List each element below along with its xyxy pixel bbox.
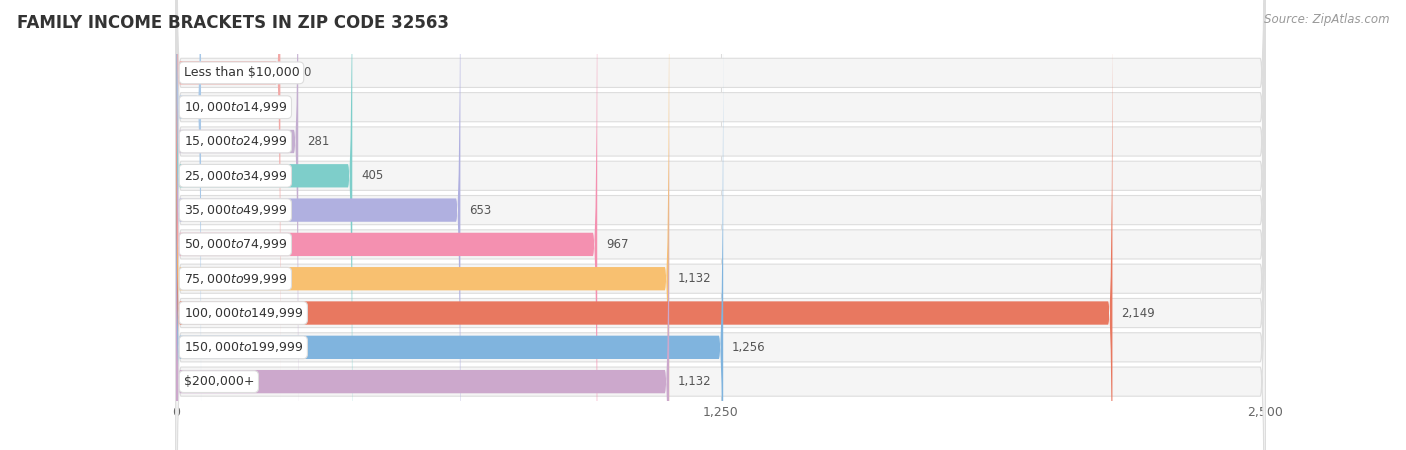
FancyBboxPatch shape <box>176 0 1112 450</box>
Text: 281: 281 <box>307 135 329 148</box>
Text: FAMILY INCOME BRACKETS IN ZIP CODE 32563: FAMILY INCOME BRACKETS IN ZIP CODE 32563 <box>17 14 449 32</box>
Text: $200,000+: $200,000+ <box>184 375 254 388</box>
FancyBboxPatch shape <box>176 0 669 450</box>
Text: Source: ZipAtlas.com: Source: ZipAtlas.com <box>1264 14 1389 27</box>
Text: $150,000 to $199,999: $150,000 to $199,999 <box>184 340 304 354</box>
FancyBboxPatch shape <box>176 0 280 404</box>
FancyBboxPatch shape <box>176 0 1265 450</box>
Text: $35,000 to $49,999: $35,000 to $49,999 <box>184 203 287 217</box>
Text: 1,256: 1,256 <box>733 341 765 354</box>
Text: 240: 240 <box>290 66 312 79</box>
FancyBboxPatch shape <box>176 50 669 450</box>
Text: 1,132: 1,132 <box>678 375 711 388</box>
Text: $100,000 to $149,999: $100,000 to $149,999 <box>184 306 304 320</box>
Text: $25,000 to $34,999: $25,000 to $34,999 <box>184 169 287 183</box>
FancyBboxPatch shape <box>176 0 1265 450</box>
FancyBboxPatch shape <box>176 0 1265 450</box>
Text: Less than $10,000: Less than $10,000 <box>184 66 299 79</box>
Text: $50,000 to $74,999: $50,000 to $74,999 <box>184 238 287 252</box>
Text: 58: 58 <box>209 101 225 114</box>
FancyBboxPatch shape <box>176 0 298 450</box>
Text: 967: 967 <box>606 238 628 251</box>
FancyBboxPatch shape <box>176 0 1265 450</box>
Text: $10,000 to $14,999: $10,000 to $14,999 <box>184 100 287 114</box>
FancyBboxPatch shape <box>176 0 598 450</box>
FancyBboxPatch shape <box>176 0 1265 450</box>
FancyBboxPatch shape <box>176 16 723 450</box>
Text: 1,132: 1,132 <box>678 272 711 285</box>
FancyBboxPatch shape <box>176 0 201 439</box>
FancyBboxPatch shape <box>176 0 1265 450</box>
FancyBboxPatch shape <box>176 0 1265 450</box>
Text: 405: 405 <box>361 169 384 182</box>
FancyBboxPatch shape <box>176 0 1265 450</box>
Text: 2,149: 2,149 <box>1121 306 1154 320</box>
Text: 653: 653 <box>470 203 491 216</box>
FancyBboxPatch shape <box>176 0 460 450</box>
Text: $15,000 to $24,999: $15,000 to $24,999 <box>184 135 287 148</box>
FancyBboxPatch shape <box>176 0 1265 450</box>
FancyBboxPatch shape <box>176 0 1265 450</box>
Text: $75,000 to $99,999: $75,000 to $99,999 <box>184 272 287 286</box>
FancyBboxPatch shape <box>176 0 353 450</box>
